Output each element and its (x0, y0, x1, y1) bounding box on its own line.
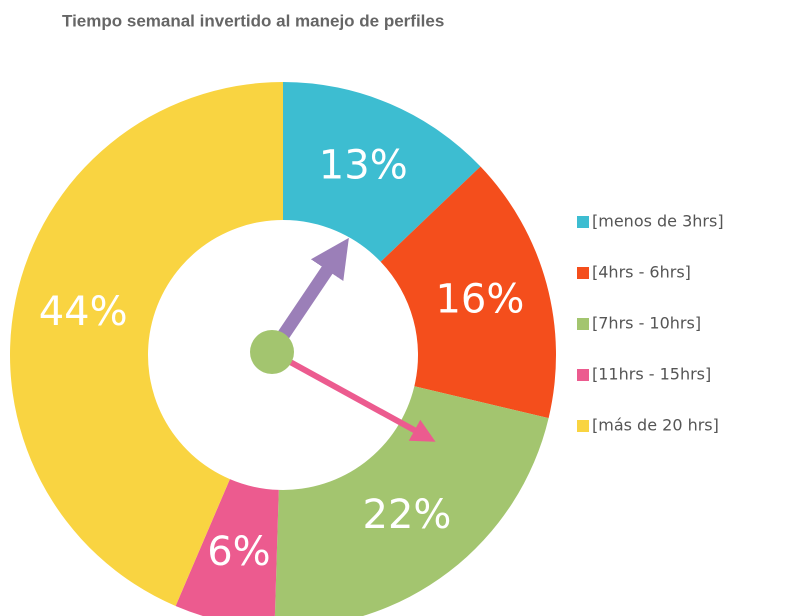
legend-swatch (577, 267, 589, 279)
chart-title: Tiempo semanal invertido al manejo de pe… (62, 11, 444, 30)
hand (270, 349, 436, 442)
legend-label: [menos de 3hrs] (592, 212, 724, 231)
slice (9, 82, 283, 606)
slice (380, 166, 556, 419)
legend-label: [4hrs - 6hrs] (592, 263, 691, 282)
clock-hands (250, 237, 436, 442)
legend-swatch (577, 369, 589, 381)
legend-swatch (577, 420, 589, 432)
legend-swatch (577, 216, 589, 228)
legend-swatch (577, 318, 589, 330)
slice (175, 479, 279, 616)
legend-label: [11hrs - 15hrs] (592, 365, 711, 384)
value-label: 44% (39, 289, 128, 335)
legend-label: [7hrs - 10hrs] (592, 314, 701, 333)
slice (274, 386, 549, 616)
hub (250, 330, 294, 374)
slices (9, 82, 556, 616)
slice (283, 82, 481, 262)
value-label: 22% (363, 492, 452, 538)
value-label: 6% (207, 529, 270, 575)
value-label: 13% (319, 142, 408, 188)
legend-label: [más de 20 hrs] (592, 416, 719, 435)
value-label: 16% (435, 277, 524, 323)
